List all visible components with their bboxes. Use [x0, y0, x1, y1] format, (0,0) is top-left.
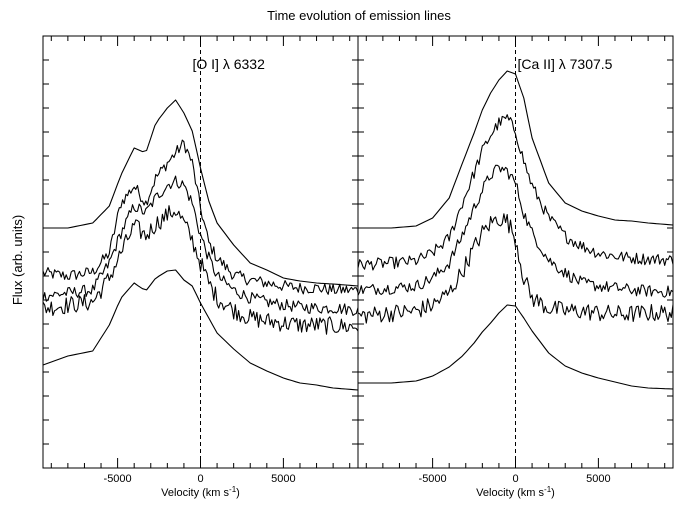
x-axis-label: Velocity (km s-1) [476, 485, 555, 499]
spectrum-line-3 [357, 164, 674, 298]
x-tick-label: 0 [197, 473, 203, 485]
x-axis-label: Velocity (km s-1) [161, 485, 240, 499]
spectrum-line-1 [43, 99, 359, 287]
y-axis-label: Flux (arb. units) [10, 215, 25, 305]
spectrum-line-4 [42, 205, 359, 335]
panel-2: -5000 0 5000 Velocity (km s-1) [Ca II] λ 730… [357, 35, 674, 499]
spectrum-line-2 [42, 139, 359, 295]
x-tick-label: -5000 [419, 473, 447, 485]
spectrum-line-4 [357, 213, 674, 324]
panel-1: -5000 0 5000 Velocity (km s-1) [O I] λ 6332 [42, 35, 359, 499]
spectrum-line-1 [358, 70, 674, 229]
spectrum-line-3 [42, 175, 359, 316]
x-tick-label: -5000 [104, 473, 132, 485]
spectrum-line-5 [358, 304, 674, 390]
line-label: [O I] λ 6332 [193, 56, 266, 72]
spectrum-line-2 [357, 114, 674, 271]
x-tick-label: 5000 [271, 473, 295, 485]
line-label: [Ca II] λ 7307.5 [518, 56, 613, 72]
chart-title: Time evolution of emission lines [267, 8, 451, 23]
x-tick-label: 0 [512, 473, 518, 485]
spectrum-line-5 [42, 269, 359, 391]
x-tick-label: 5000 [586, 473, 610, 485]
